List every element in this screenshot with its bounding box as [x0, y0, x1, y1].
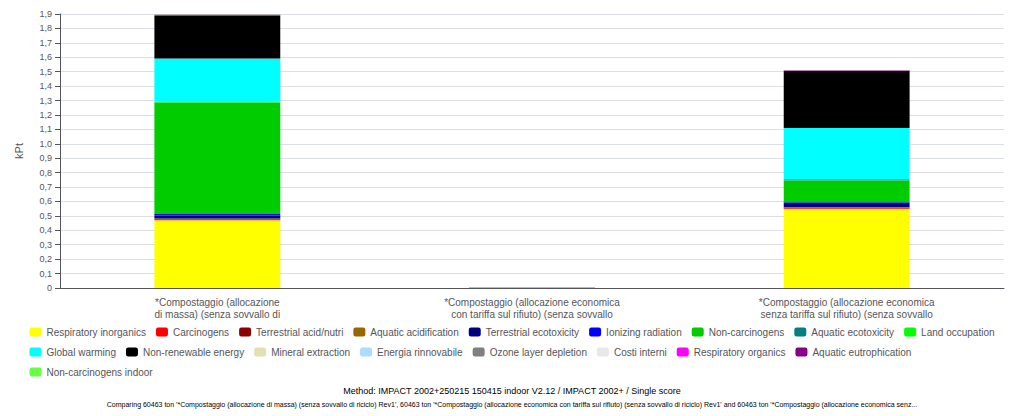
svg-text:Carcinogens: Carcinogens	[173, 327, 229, 338]
svg-text:di massa) (senza sovvallo di: di massa) (senza sovvallo di	[155, 309, 281, 320]
svg-text:1,5: 1,5	[39, 67, 52, 77]
svg-text:1,7: 1,7	[39, 38, 52, 48]
svg-text:Respiratory inorganics: Respiratory inorganics	[46, 327, 146, 338]
svg-text:1,2: 1,2	[39, 110, 52, 120]
svg-text:Land occupation: Land occupation	[921, 327, 994, 338]
svg-text:0,8: 0,8	[39, 168, 52, 178]
svg-text:1,6: 1,6	[39, 52, 52, 62]
svg-text:Aquatic ecotoxicity: Aquatic ecotoxicity	[811, 327, 894, 338]
svg-text:0,3: 0,3	[39, 240, 52, 250]
svg-text:Aquatic eutrophication: Aquatic eutrophication	[812, 347, 911, 358]
svg-text:1,9: 1,9	[39, 9, 52, 19]
svg-text:Aquatic acidification: Aquatic acidification	[370, 327, 458, 338]
svg-text:*Compostaggio (allocazione: *Compostaggio (allocazione	[155, 297, 280, 308]
svg-text:Non-renewable energy: Non-renewable energy	[143, 347, 244, 358]
svg-text:0,4: 0,4	[39, 225, 52, 235]
svg-text:Ozone layer depletion: Ozone layer depletion	[490, 347, 587, 358]
svg-text:Ionizing radiation: Ionizing radiation	[606, 327, 682, 338]
svg-text:Method: IMPACT 2002+250215 150: Method: IMPACT 2002+250215 150415 indoor…	[343, 386, 681, 396]
svg-text:Costi interni: Costi interni	[614, 347, 667, 358]
svg-text:Non-carcinogens indoor: Non-carcinogens indoor	[46, 367, 153, 378]
svg-text:0,1: 0,1	[39, 269, 52, 279]
svg-text:0,6: 0,6	[39, 196, 52, 206]
svg-text:1,8: 1,8	[39, 23, 52, 33]
svg-text:Terrestrial acid/nutri: Terrestrial acid/nutri	[256, 327, 343, 338]
svg-text:*Compostaggio (allocazione eco: *Compostaggio (allocazione economica	[759, 297, 935, 308]
svg-text:0,7: 0,7	[39, 182, 52, 192]
svg-text:1,4: 1,4	[39, 81, 52, 91]
svg-text:1,0: 1,0	[39, 139, 52, 149]
svg-text:Terrestrial ecotoxicity: Terrestrial ecotoxicity	[486, 327, 579, 338]
svg-text:*Compostaggio (allocazione eco: *Compostaggio (allocazione economica	[444, 297, 620, 308]
svg-text:kPt: kPt	[13, 143, 25, 159]
svg-text:0,9: 0,9	[39, 153, 52, 163]
svg-text:con tariffa sul rifiuto) (senz: con tariffa sul rifiuto) (senza sovvallo	[451, 309, 613, 320]
svg-text:Mineral extraction: Mineral extraction	[271, 347, 350, 358]
svg-text:0,2: 0,2	[39, 254, 52, 264]
svg-text:0: 0	[47, 283, 52, 293]
svg-text:Global warming: Global warming	[46, 347, 115, 358]
svg-text:Respiratory organics: Respiratory organics	[694, 347, 786, 358]
svg-text:0,5: 0,5	[39, 211, 52, 221]
svg-text:Comparing 60463 ton '*Composta: Comparing 60463 ton '*Compostaggio (allo…	[107, 401, 917, 409]
svg-text:Non-carcinogens: Non-carcinogens	[709, 327, 785, 338]
svg-text:1,3: 1,3	[39, 96, 52, 106]
svg-text:senza tariffa sul rifiuto) (se: senza tariffa sul rifiuto) (senza sovval…	[761, 309, 934, 320]
svg-text:1,1: 1,1	[39, 124, 52, 134]
svg-text:Energia rinnovabile: Energia rinnovabile	[377, 347, 463, 358]
